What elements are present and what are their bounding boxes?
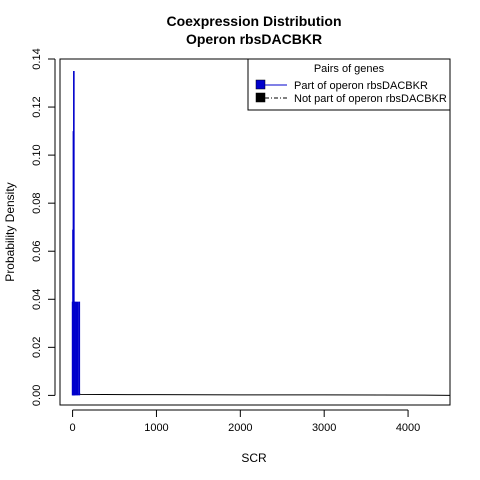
legend-swatch-non-operon <box>255 92 266 103</box>
y-tick-label: 0.02 <box>31 337 43 358</box>
y-tick-label: 0.06 <box>31 241 43 262</box>
x-tick-label: 0 <box>70 422 76 434</box>
chart-subtitle: Operon rbsDACBKR <box>186 31 322 47</box>
y-axis: 0.00 0.02 0.04 0.06 0.08 0.10 0.12 0.14 <box>31 48 56 406</box>
x-axis: 0 1000 2000 3000 4000 <box>70 409 420 434</box>
series-layer <box>71 71 451 396</box>
y-tick-label: 0.04 <box>31 289 43 310</box>
chart-title: Coexpression Distribution <box>166 13 341 29</box>
x-tick-label: 3000 <box>312 422 336 434</box>
legend-title: Pairs of genes <box>314 63 385 75</box>
y-axis-label: Probability Density <box>3 182 17 281</box>
x-axis-label: SCR <box>241 451 267 465</box>
series-line-non-operon <box>72 393 451 396</box>
legend-swatch-operon <box>255 79 266 90</box>
y-tick-label: 0.14 <box>31 48 43 69</box>
y-tick-label: 0.00 <box>31 385 43 406</box>
y-tick-label: 0.12 <box>31 96 43 117</box>
x-tick-label: 2000 <box>228 422 252 434</box>
plot-frame <box>59 58 451 406</box>
y-tick-label: 0.08 <box>31 192 43 213</box>
x-tick-label: 4000 <box>396 422 420 434</box>
x-tick-label: 1000 <box>144 422 168 434</box>
y-tick-label: 0.10 <box>31 144 43 165</box>
legend-label-non-operon: Not part of operon rbsDACBKR <box>294 93 447 105</box>
legend-label-operon: Part of operon rbsDACBKR <box>294 80 428 92</box>
legend: Pairs of genes Part of operon rbsDACBKR … <box>247 58 451 111</box>
